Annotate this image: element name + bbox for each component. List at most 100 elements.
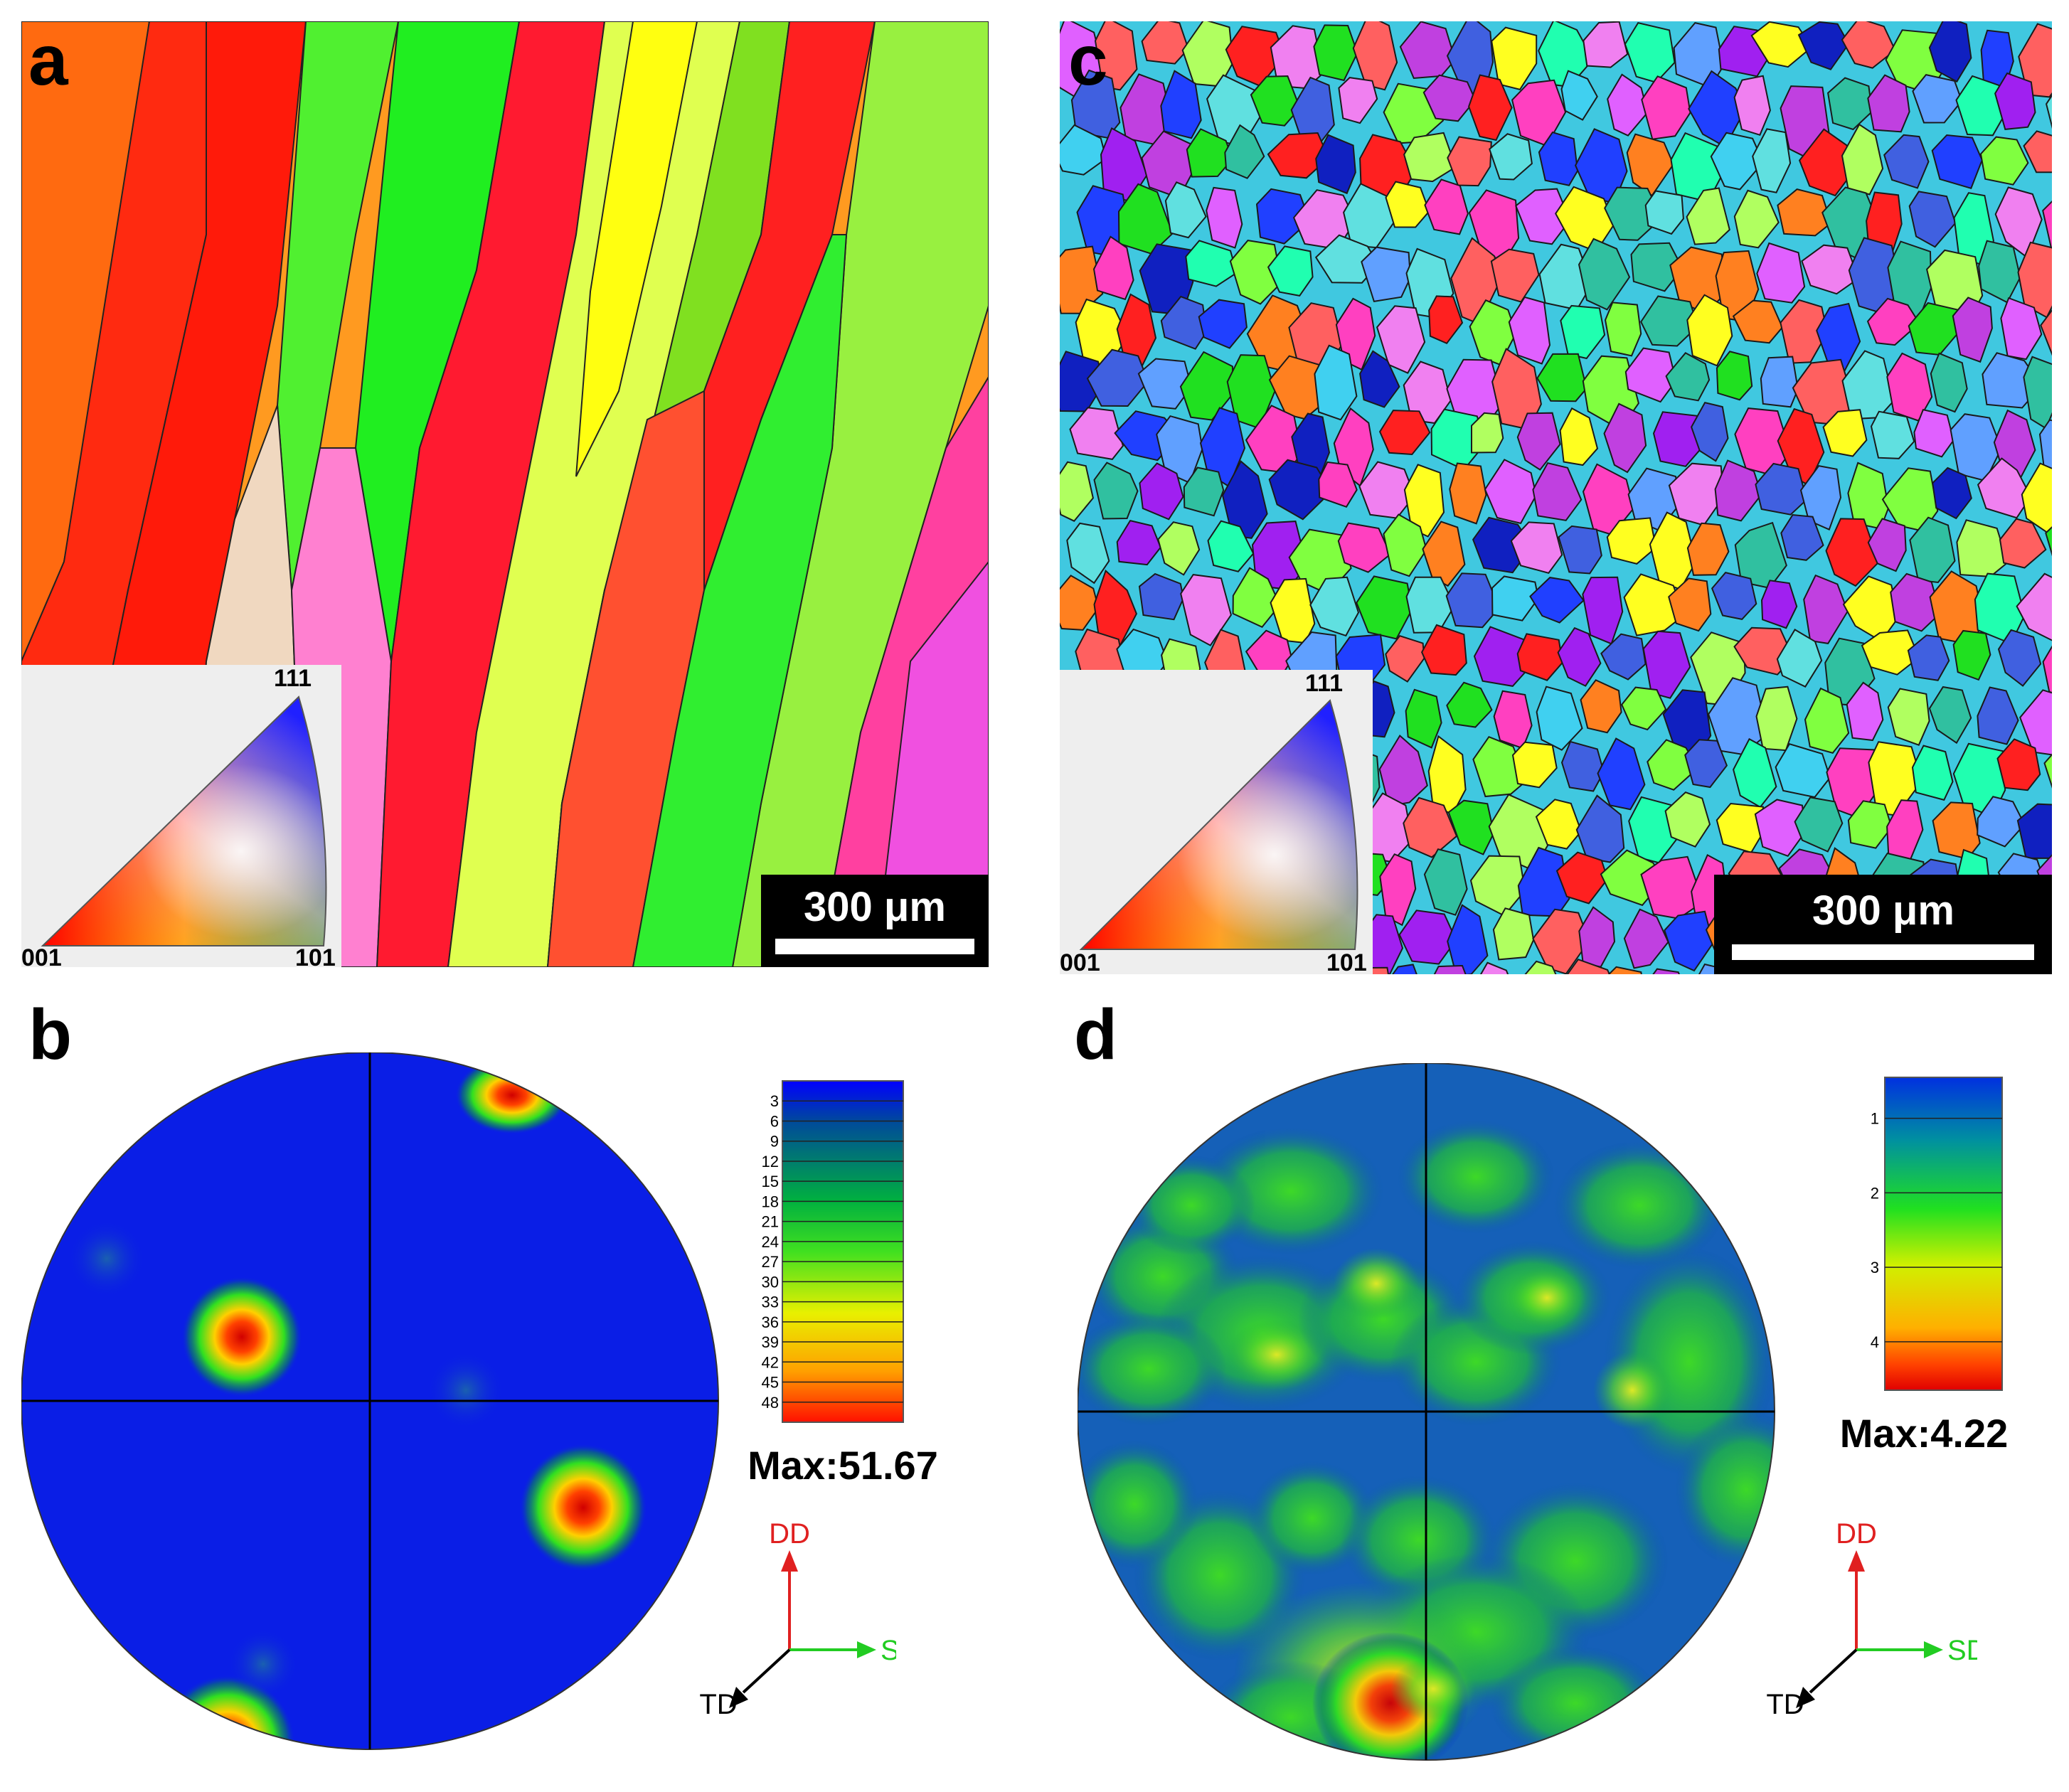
grain xyxy=(1691,401,1729,462)
grain xyxy=(1776,629,1823,688)
grain xyxy=(1376,305,1426,374)
grain xyxy=(1912,73,1963,124)
grain xyxy=(1866,297,1920,346)
panel-label-c: c xyxy=(1068,21,1108,100)
grain xyxy=(2042,200,2052,250)
grain xyxy=(1160,70,1202,139)
grain xyxy=(2042,645,2052,693)
ipf-key-c: 001 101 111 xyxy=(1060,670,1373,976)
grain xyxy=(1952,297,1993,363)
grain xyxy=(1760,580,1798,629)
grain xyxy=(1532,462,1583,521)
grain xyxy=(1665,352,1711,402)
grain xyxy=(1484,459,1537,524)
legend-tick-label: 27 xyxy=(762,1253,779,1271)
axis-td-label: TD xyxy=(699,1689,737,1714)
grain xyxy=(1267,245,1314,297)
grain xyxy=(1867,518,1907,572)
grain xyxy=(1392,964,1418,974)
max-label-b: Max:51.67 xyxy=(748,1443,938,1488)
grain xyxy=(1560,70,1598,121)
grain xyxy=(1890,572,1942,632)
axis-dd-label: DD xyxy=(769,1518,810,1550)
grain xyxy=(1180,574,1232,646)
grain xyxy=(1424,178,1469,235)
legend-tick-label: 2 xyxy=(1871,1184,1879,1202)
grain xyxy=(1538,131,1579,186)
grain xyxy=(1359,350,1400,408)
grain xyxy=(1686,294,1733,367)
grain xyxy=(1315,134,1356,195)
grain xyxy=(1529,577,1585,624)
grain xyxy=(2019,689,2052,756)
grain xyxy=(1777,188,1832,237)
grain xyxy=(1267,132,1330,179)
grain xyxy=(1630,242,1684,292)
grain xyxy=(1668,577,1712,632)
grain xyxy=(1378,410,1431,456)
legend-tick-label: 24 xyxy=(762,1233,779,1251)
grain xyxy=(1314,234,1380,284)
grain xyxy=(1186,128,1233,178)
panel-label-b: b xyxy=(28,995,73,1074)
grain xyxy=(1232,567,1281,629)
grain xyxy=(1535,799,1583,850)
grain xyxy=(2043,753,2052,789)
grain xyxy=(1160,295,1208,350)
grain xyxy=(1422,74,1477,122)
legend-tick-label: 3 xyxy=(770,1092,779,1110)
grain xyxy=(1491,575,1539,622)
grain xyxy=(1447,136,1492,187)
grain xyxy=(1686,187,1730,245)
grain xyxy=(1268,459,1332,521)
grain xyxy=(1379,853,1417,927)
grain xyxy=(1060,575,1100,631)
grain xyxy=(1447,904,1489,974)
grain xyxy=(1516,633,1563,681)
grain xyxy=(1138,572,1184,621)
grain xyxy=(2046,94,2052,129)
legend-tick-label: 33 xyxy=(762,1294,779,1311)
axis-sd-label: SD xyxy=(1947,1635,1977,1666)
grain xyxy=(1752,128,1792,193)
grain xyxy=(1711,571,1757,620)
grain xyxy=(1560,740,1605,792)
max-label-d: Max:4.22 xyxy=(1840,1411,2009,1456)
grain xyxy=(1116,519,1161,566)
grain xyxy=(1664,910,1714,972)
grain xyxy=(2016,572,2052,641)
grain xyxy=(1607,966,1642,974)
grain xyxy=(1422,521,1466,587)
grain xyxy=(1797,21,1850,70)
grain xyxy=(1664,791,1711,848)
grain xyxy=(1423,848,1468,916)
panel-c: 001 101 111 300 μm c xyxy=(1060,21,2052,976)
grain xyxy=(1911,745,1954,801)
grain xyxy=(1309,576,1360,637)
grain xyxy=(1229,240,1282,305)
grain xyxy=(1445,572,1500,629)
legend-d: 1 2 3 4 Max:4.22 xyxy=(1840,1077,2009,1456)
grain xyxy=(1994,72,2036,130)
grain xyxy=(1385,635,1425,683)
grain xyxy=(1066,522,1110,585)
grain xyxy=(1600,633,1647,681)
grain xyxy=(1597,737,1646,811)
grain xyxy=(1780,513,1824,561)
grain xyxy=(1524,960,1557,974)
grain xyxy=(1861,629,1920,676)
grain xyxy=(1313,24,1358,82)
grain xyxy=(1913,409,1954,458)
grain xyxy=(1403,132,1457,183)
grain xyxy=(1647,739,1699,791)
grain xyxy=(1224,124,1265,179)
grain xyxy=(1640,295,1699,347)
grain xyxy=(1606,517,1657,565)
grain xyxy=(1403,796,1458,858)
grain xyxy=(1607,73,1649,137)
grain xyxy=(1928,21,1972,83)
grain xyxy=(1559,407,1599,466)
legend-tick-label: 18 xyxy=(762,1193,779,1210)
panel-a: 001 101 111 300 μm a xyxy=(21,21,989,971)
grain xyxy=(1398,910,1457,965)
